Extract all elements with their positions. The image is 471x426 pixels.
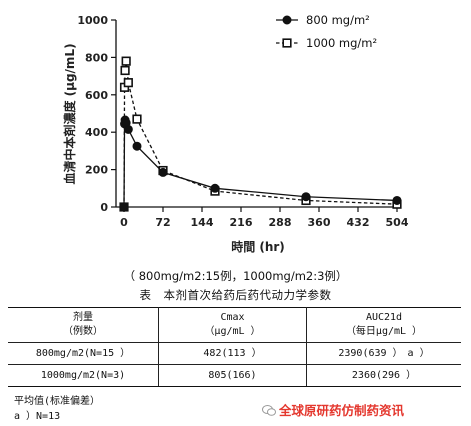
table-title: 表 本剂首次给药后药代动力学参数	[139, 288, 332, 302]
header-dose: 剂量 （例数）	[8, 307, 159, 343]
watermark-text: 全球原研药仿制药资讯	[279, 403, 405, 418]
header-auc-line1: AUC21d	[365, 312, 403, 323]
series-line	[123, 117, 398, 208]
header-auc: AUC21d （每日μg/mL ）	[306, 307, 461, 343]
header-cmax-line2: （μg/mL ）	[204, 326, 261, 337]
data-point	[132, 141, 142, 151]
x-tick-label: 72	[155, 216, 170, 229]
cell-dose: 800mg/m2(N=15 ）	[8, 342, 159, 365]
cell-auc: 2390(639 ） a ）	[306, 342, 461, 365]
series-2	[119, 56, 402, 212]
data-point	[210, 183, 220, 193]
header-cmax-line1: Cmax	[220, 312, 245, 323]
x-tick-label: 504	[386, 216, 409, 229]
legend-marker	[282, 15, 292, 25]
cell-cmax: 482(113 ）	[158, 342, 307, 365]
data-point	[158, 167, 168, 177]
legend-item: 800 mg/m²	[276, 13, 370, 27]
table-row: 1000mg/m2(N=3) 805(166) 2360(296 ）	[8, 364, 461, 387]
cell-cmax: 805(166)	[158, 364, 307, 387]
y-axis-title: 血清中本剤濃度 (μg/mL)	[62, 43, 77, 184]
data-point	[392, 195, 402, 205]
legend-marker	[282, 38, 292, 48]
data-point	[132, 114, 142, 124]
series-1	[119, 115, 402, 212]
y-tick-label: 800	[85, 51, 108, 64]
header-cmax: Cmax （μg/mL ）	[158, 307, 307, 343]
table-caption: （ 800mg/m2:15例，1000mg/m2:3例）	[123, 269, 348, 283]
pk-parameters-table: 剂量 （例数） Cmax （μg/mL ） AUC21d （每日μg/mL ） …	[8, 307, 461, 387]
x-tick-label: 432	[347, 216, 370, 229]
header-dose-line1: 剂量	[73, 312, 93, 323]
cell-auc: 2360(296 ）	[306, 364, 461, 387]
y-tick-label: 0	[100, 201, 108, 214]
y-tick-label: 600	[85, 89, 108, 102]
x-tick-label: 360	[308, 216, 331, 229]
header-auc-line2: （每日μg/mL ）	[345, 326, 423, 337]
data-point	[301, 192, 311, 202]
watermark: 全球原研药仿制药资讯	[262, 400, 404, 419]
table-header-row: 剂量 （例数） Cmax （μg/mL ） AUC21d （每日μg/mL ）	[8, 307, 461, 343]
data-point	[123, 124, 133, 134]
chart-legend: 800 mg/m² 1000 mg/m²	[276, 13, 377, 50]
x-ticks: 0 72 144 216 288 360 432 504	[120, 207, 409, 229]
data-point	[121, 56, 131, 66]
legend-item: 1000 mg/m²	[276, 36, 377, 50]
y-ticks: 0 200 400 600 800 1000	[77, 14, 116, 214]
wechat-icon	[262, 405, 276, 416]
x-axis-title: 時間 (hr)	[231, 239, 285, 254]
x-tick-label: 216	[230, 216, 253, 229]
data-point	[123, 78, 133, 88]
y-tick-label: 1000	[77, 14, 108, 27]
y-tick-label: 400	[85, 126, 108, 139]
data-point	[119, 202, 129, 212]
legend-label: 800 mg/m²	[306, 13, 370, 27]
y-tick-label: 200	[85, 164, 108, 177]
series-layer	[119, 56, 402, 212]
series-line	[123, 61, 398, 208]
footnote-a: a ）N=13	[14, 411, 61, 422]
cell-dose: 1000mg/m2(N=3)	[8, 364, 159, 387]
data-point	[120, 65, 130, 76]
x-tick-label: 288	[269, 216, 292, 229]
legend-label: 1000 mg/m²	[306, 36, 377, 50]
table-row: 800mg/m2(N=15 ） 482(113 ） 2390(639 ） a ）	[8, 342, 461, 365]
header-dose-line2: （例数）	[63, 326, 103, 337]
footnote-mean-sd: 平均值(标准偏差）	[14, 396, 101, 407]
x-tick-label: 144	[191, 216, 214, 229]
x-tick-label: 0	[120, 216, 128, 229]
